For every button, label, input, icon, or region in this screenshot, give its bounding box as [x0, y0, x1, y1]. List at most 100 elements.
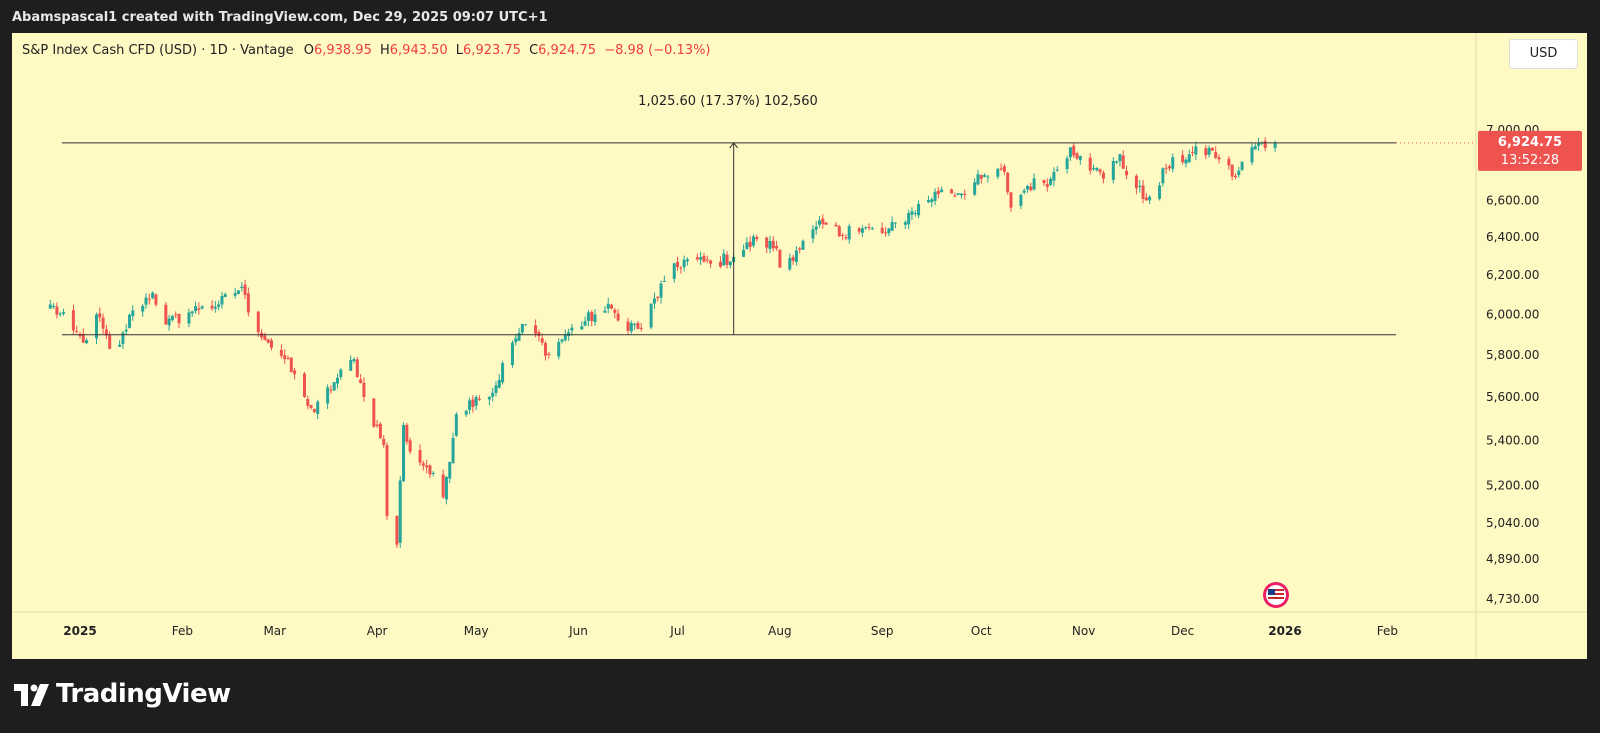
- y-tick-label: 6,000.00: [1486, 307, 1539, 321]
- candle-body: [1138, 185, 1142, 187]
- candle-body: [491, 392, 495, 397]
- candle-body: [243, 284, 247, 295]
- candle-body: [1237, 170, 1241, 176]
- measure-label: 1,025.60 (17.37%) 102,560: [638, 94, 818, 109]
- candle-body: [154, 294, 158, 305]
- candle-body: [676, 261, 680, 267]
- candle-body: [279, 349, 283, 356]
- candle-body: [1019, 194, 1023, 206]
- candle-body: [197, 308, 201, 310]
- candle-body: [593, 314, 597, 322]
- x-tick-label: May: [464, 624, 489, 638]
- candle-body: [1032, 178, 1036, 190]
- candle-body: [583, 321, 587, 326]
- candle-body: [378, 423, 382, 439]
- candle-body: [537, 331, 541, 337]
- candle-body: [560, 339, 564, 342]
- x-tick-label: 2025: [63, 624, 96, 638]
- candle-body: [1191, 151, 1195, 153]
- candle-body: [170, 315, 174, 321]
- candle-body: [336, 377, 340, 384]
- candle-body: [1092, 168, 1096, 170]
- candle-body: [1171, 157, 1175, 169]
- candle-body: [359, 379, 363, 383]
- candle-body: [55, 306, 59, 315]
- candle-body: [1115, 161, 1119, 163]
- candle-body: [464, 410, 468, 415]
- candle-body: [1065, 158, 1069, 170]
- candle-body: [1184, 159, 1188, 164]
- candle-body: [213, 306, 217, 309]
- candle-body: [263, 335, 267, 341]
- x-tick-label: Apr: [367, 624, 388, 638]
- candle-body: [312, 409, 316, 413]
- candle-body: [58, 313, 62, 315]
- candle-body: [567, 332, 571, 337]
- tradingview-logo[interactable]: TradingView: [14, 679, 231, 709]
- candle-body: [705, 259, 709, 261]
- candle-body: [745, 242, 749, 250]
- candle-body: [1098, 169, 1102, 173]
- x-tick-label: Nov: [1072, 624, 1095, 638]
- candle-body: [164, 304, 168, 325]
- x-tick-label: Jul: [669, 624, 684, 638]
- low-label: L: [455, 43, 464, 58]
- candle-body: [639, 327, 643, 329]
- candle-body: [1273, 142, 1277, 148]
- candle-body: [1052, 171, 1056, 181]
- candle-body: [540, 338, 544, 343]
- candle-body: [742, 249, 746, 257]
- candlestick-chart[interactable]: 7,000.006,800.006,600.006,400.006,200.00…: [12, 33, 1587, 659]
- candle-body: [108, 334, 112, 349]
- currency-button[interactable]: USD: [1509, 39, 1578, 69]
- candle-body: [177, 314, 181, 324]
- candle-body: [973, 182, 977, 195]
- candle-body: [316, 401, 320, 414]
- candle-body: [217, 304, 221, 307]
- measure-arrow-head: [729, 142, 739, 149]
- candle-body: [487, 396, 491, 400]
- candle-body: [979, 175, 983, 179]
- candle-body: [695, 257, 699, 260]
- symbol-name[interactable]: S&P Index Cash CFD (USD) · 1D · Vantage: [22, 43, 294, 58]
- candle-body: [616, 313, 620, 321]
- candle-body: [1045, 184, 1049, 187]
- x-tick-label: Feb: [1377, 624, 1398, 638]
- candle-body: [837, 226, 841, 237]
- candle-body: [1125, 170, 1129, 176]
- candle-body: [996, 169, 1000, 177]
- attribution-bar: Abamspascal1 created with TradingView.co…: [0, 0, 1600, 33]
- candle-body: [649, 303, 653, 328]
- candle-body: [1158, 185, 1162, 199]
- candle-body: [1009, 192, 1013, 208]
- candle-body: [520, 323, 524, 333]
- change-value: −8.98 (−0.13%): [604, 43, 711, 58]
- candle-body: [501, 363, 505, 383]
- candle-body: [890, 221, 894, 231]
- candle-body: [563, 334, 567, 341]
- candle-body: [811, 229, 815, 239]
- candle-body: [718, 261, 722, 267]
- candle-body: [603, 310, 607, 313]
- candle-body: [629, 323, 633, 332]
- candle-body: [1141, 185, 1145, 199]
- candle-body: [1230, 164, 1234, 177]
- candle-body: [1111, 161, 1115, 180]
- last-price-value: 6,924.75: [1498, 135, 1562, 150]
- candle-body: [382, 438, 386, 445]
- candle-body: [679, 267, 683, 269]
- x-tick-label: Aug: [768, 624, 791, 638]
- candle-body: [1263, 141, 1267, 149]
- candle-body: [418, 450, 422, 463]
- x-tick-label: Dec: [1171, 624, 1194, 638]
- chart-area[interactable]: 7,000.006,800.006,600.006,400.006,200.00…: [12, 33, 1587, 659]
- candle-body: [289, 357, 293, 373]
- us-flag-icon[interactable]: [1263, 582, 1289, 608]
- candle-body: [474, 396, 478, 406]
- candle-body: [167, 318, 171, 326]
- symbol-legend: S&P Index Cash CFD (USD) · 1D · Vantage …: [22, 43, 711, 58]
- candle-body: [131, 310, 135, 317]
- candle-body: [633, 324, 637, 326]
- candle-body: [385, 445, 389, 516]
- candle-body: [1204, 148, 1208, 156]
